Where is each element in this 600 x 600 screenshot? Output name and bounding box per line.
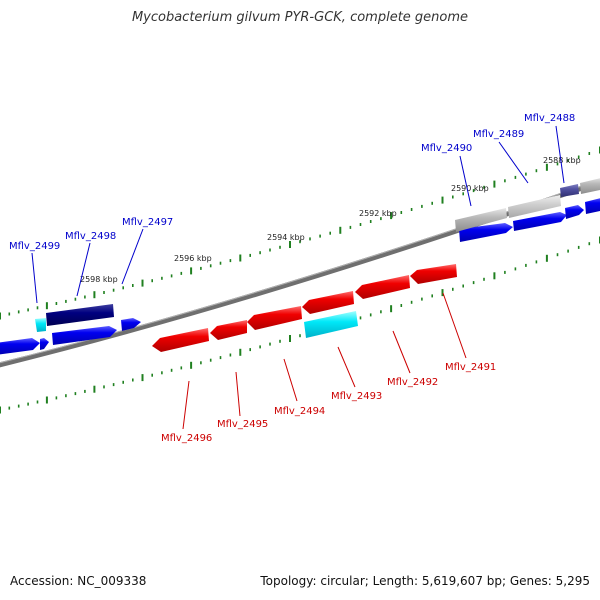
gene-arrow-forward-e bbox=[513, 212, 567, 231]
scale-label-2592: 2592 kbp bbox=[359, 209, 397, 218]
gene-arrow-forward-c bbox=[52, 326, 117, 345]
gene-arrow-mflv-2488 bbox=[560, 184, 579, 197]
leader-line-mflv-2489 bbox=[498, 141, 529, 184]
leader-line-mflv-2491 bbox=[442, 292, 467, 359]
gene-label-mflv-2495: Mflv_2495 bbox=[217, 419, 268, 430]
gene-arrow-mflv-2493 bbox=[302, 291, 354, 314]
leader-line-mflv-2499 bbox=[31, 252, 38, 304]
gene-arrow-mflv-2495 bbox=[210, 320, 247, 340]
gene-label-mflv-2496: Mflv_2496 bbox=[161, 433, 212, 444]
gene-arrow-mflv-2494 bbox=[247, 306, 302, 330]
map-title: Mycobacterium gilvum PYR-GCK, complete g… bbox=[131, 10, 469, 25]
gene-arrow-mflv-2496 bbox=[152, 328, 209, 352]
leader-line-mflv-2497 bbox=[121, 228, 144, 285]
leader-line-mflv-2488 bbox=[555, 125, 565, 184]
gene-arrow-mflv-2491 bbox=[410, 264, 457, 284]
gene-label-mflv-2491: Mflv_2491 bbox=[445, 362, 496, 373]
gene-label-mflv-2488: Mflv_2488 bbox=[524, 113, 575, 124]
gene-arrow-mflv-2499 bbox=[35, 318, 46, 332]
gene-arrow-mflv-2492 bbox=[355, 275, 410, 299]
gene-label-mflv-2493: Mflv_2493 bbox=[331, 391, 382, 402]
scale-label-2596: 2596 kbp bbox=[174, 254, 212, 263]
scale-label-2594: 2594 kbp bbox=[267, 233, 305, 242]
gene-label-mflv-2499: Mflv_2499 bbox=[9, 241, 60, 252]
leader-line-mflv-2496 bbox=[182, 380, 190, 430]
gene-label-mflv-2489: Mflv_2489 bbox=[473, 129, 524, 140]
gene-arrow-forward-f bbox=[565, 205, 584, 219]
scale-label-2590: 2590 kbp bbox=[451, 184, 489, 193]
scale-labels: 2588 kbp 2590 kbp 2592 kbp 2594 kbp 2596… bbox=[80, 156, 581, 284]
leader-line-mflv-2493 bbox=[337, 346, 356, 388]
forward-genes bbox=[0, 178, 600, 355]
genome-summary: Topology: circular; Length: 5,619,607 bp… bbox=[260, 574, 590, 588]
scale-label-2598: 2598 kbp bbox=[80, 275, 118, 284]
gene-arrow-gray-end bbox=[580, 178, 600, 194]
reverse-genes bbox=[152, 264, 457, 352]
gene-label-mflv-2497: Mflv_2497 bbox=[122, 217, 173, 228]
accession-label: Accession: NC_009338 bbox=[10, 574, 147, 588]
gene-arrow-mflv-2498 bbox=[46, 304, 114, 326]
leader-line-mflv-2492 bbox=[392, 330, 411, 374]
gene-label-mflv-2492: Mflv_2492 bbox=[387, 377, 438, 388]
gene-arrow-mflv-2497 bbox=[121, 318, 141, 331]
gene-arrow-mflv-2489 bbox=[508, 195, 561, 218]
leader-line-mflv-2495 bbox=[235, 371, 241, 417]
scale-ticks bbox=[0, 146, 600, 414]
gene-arrow-forward-b bbox=[40, 338, 49, 350]
leader-line-mflv-2494 bbox=[283, 358, 298, 402]
reverse-gene-labels: Mflv_2491 Mflv_2492 Mflv_2493 Mflv_2494 … bbox=[161, 292, 496, 444]
scale-label-2588: 2588 kbp bbox=[543, 156, 581, 165]
leader-line-mflv-2498 bbox=[76, 242, 91, 297]
gene-arrow-mflv-2490 bbox=[455, 208, 507, 232]
gene-arrow-mflv-2493-highlight bbox=[304, 311, 358, 338]
gene-label-mflv-2490: Mflv_2490 bbox=[421, 143, 472, 154]
leader-line-mflv-2490 bbox=[459, 155, 472, 207]
gene-arrow-forward-d bbox=[459, 223, 513, 242]
gene-arrow-forward-a bbox=[0, 338, 40, 355]
forward-gene-labels: Mflv_2488 Mflv_2489 Mflv_2490 Mflv_2497 … bbox=[9, 113, 575, 304]
gene-label-mflv-2498: Mflv_2498 bbox=[65, 231, 116, 242]
gene-label-mflv-2494: Mflv_2494 bbox=[274, 406, 325, 417]
gene-arrow-forward-g bbox=[585, 198, 600, 214]
